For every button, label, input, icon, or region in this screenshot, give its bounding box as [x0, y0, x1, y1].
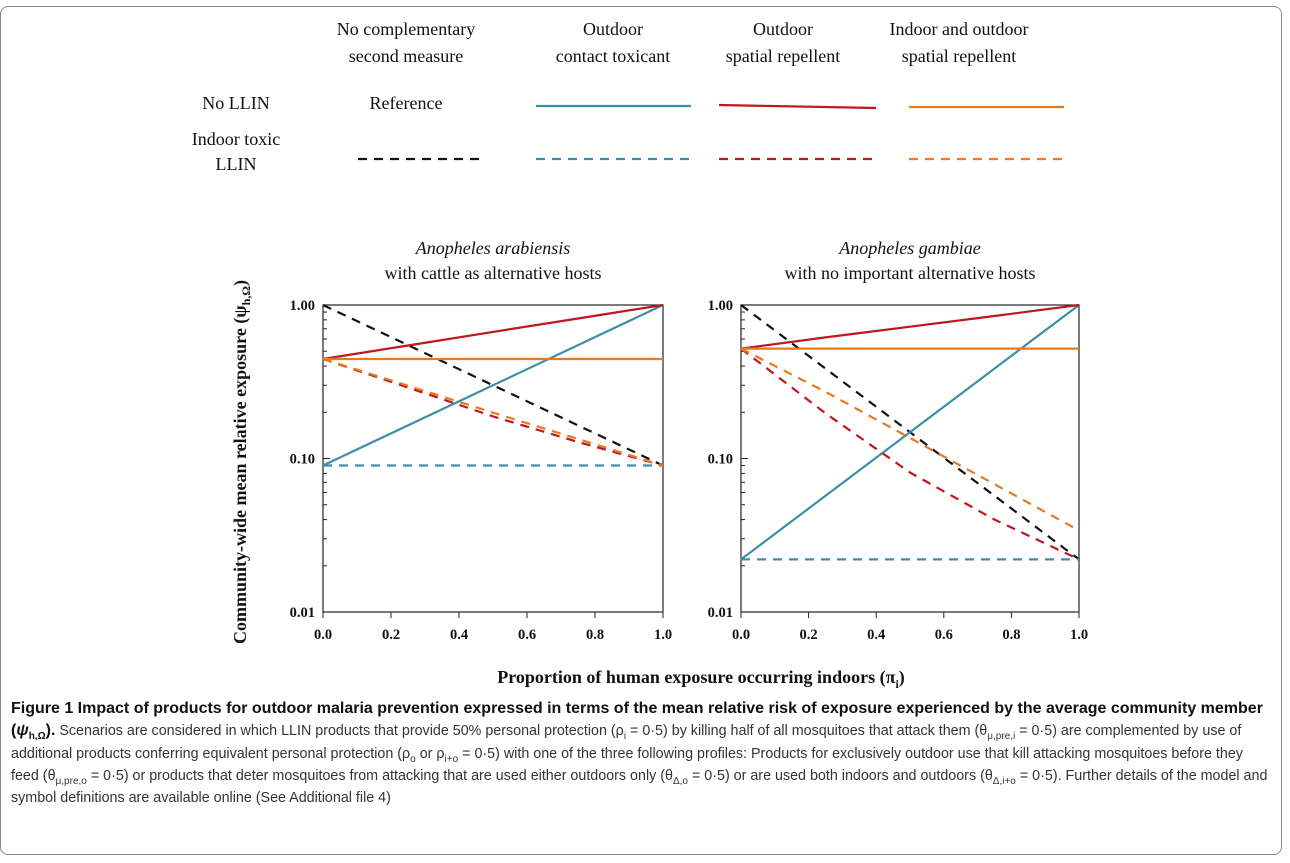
plot-area-border	[740, 304, 1080, 613]
y-tick-label: 1.00	[708, 298, 733, 314]
chart-panels: Anopheles arabiensis with cattle as alter…	[290, 238, 1088, 643]
legend-row-label: LLIN	[216, 154, 257, 174]
x-tick-label: 0.6	[935, 627, 953, 643]
legend-row-label: Indoor toxic	[192, 129, 280, 149]
y-tick-label: 0.01	[290, 605, 315, 621]
legend-column-header: Indoor and outdoor	[890, 19, 1029, 39]
x-tick-label: 0.4	[867, 627, 885, 643]
series-line-outdoor-rep-llin	[322, 357, 664, 467]
series-line-inout-rep-llin	[740, 347, 1080, 532]
legend-column-header: No complementary	[337, 19, 475, 39]
x-tick-label: 0.2	[800, 627, 818, 643]
chart-title: Anopheles arabiensis	[415, 238, 571, 258]
y-tick-label: 0.10	[708, 452, 733, 468]
legend: No complementary second measure Outdoor con…	[192, 19, 1064, 174]
y-tick-label: 0.10	[290, 452, 315, 468]
legend-column-header: Outdoor	[753, 19, 813, 39]
y-axis-title-text: Community-wide mean relative exposure (ψ…	[230, 280, 253, 644]
x-tick-label: 0.4	[450, 627, 468, 643]
legend-row-label: No LLIN	[202, 93, 269, 113]
x-axis-title-text: Proportion of human exposure occurring i…	[497, 667, 905, 691]
chart-subtitle: with cattle as alternative hosts	[385, 263, 602, 283]
series-line-outdoor-rep-llin	[740, 347, 1080, 561]
x-tick-label: 0.2	[382, 627, 400, 643]
figure-frame: No complementary second measure Outdoor con…	[0, 6, 1282, 855]
caption-body: Scenarios are considered in which LLIN p…	[11, 723, 1268, 807]
legend-swatch-outdoor-repellent	[718, 103, 877, 110]
x-tick-label: 1.0	[1070, 627, 1088, 643]
x-tick-label: 0.8	[1002, 627, 1020, 643]
x-tick-label: 0.0	[732, 627, 750, 643]
caption-title: Figure 1 Impact of products for outdoor …	[11, 700, 1263, 743]
legend-reference-label: Reference	[370, 93, 443, 113]
legend-column-header: spatial repellent	[726, 46, 840, 66]
series-line-outdoor-rep-nollin	[322, 303, 664, 361]
x-tick-label: 0.0	[314, 627, 332, 643]
figure-graphic: No complementary second measure Outdoor con…	[192, 19, 1088, 691]
series-line-outdoor-rep-nollin	[740, 303, 1080, 350]
x-tick-label: 0.8	[586, 627, 604, 643]
chart-panel: Anopheles arabiensis with cattle as alter…	[290, 238, 672, 643]
chart-subtitle: with no important alternative hosts	[785, 263, 1036, 283]
y-axis-title: Community-wide mean relative exposure (ψ…	[230, 280, 253, 644]
chart-panel: Anopheles gambiae with no important alter…	[708, 238, 1088, 643]
x-tick-label: 1.0	[654, 627, 672, 643]
chart-title: Anopheles gambiae	[838, 238, 980, 258]
legend-column-header: second measure	[349, 46, 463, 66]
x-tick-label: 0.6	[518, 627, 536, 643]
y-tick-label: 0.01	[708, 605, 733, 621]
series-line-toxicant-nollin	[740, 304, 1080, 561]
legend-column-header: contact toxicant	[556, 46, 670, 66]
legend-column-header: Outdoor	[583, 19, 643, 39]
legend-column-header: spatial repellent	[902, 46, 1016, 66]
series-line-inout-rep-llin	[322, 357, 664, 467]
figure-caption: Figure 1 Impact of products for outdoor …	[11, 698, 1273, 809]
series-line-toxicant-nollin	[322, 304, 664, 467]
y-tick-label: 1.00	[290, 298, 315, 314]
x-axis-title: Proportion of human exposure occurring i…	[497, 667, 905, 691]
